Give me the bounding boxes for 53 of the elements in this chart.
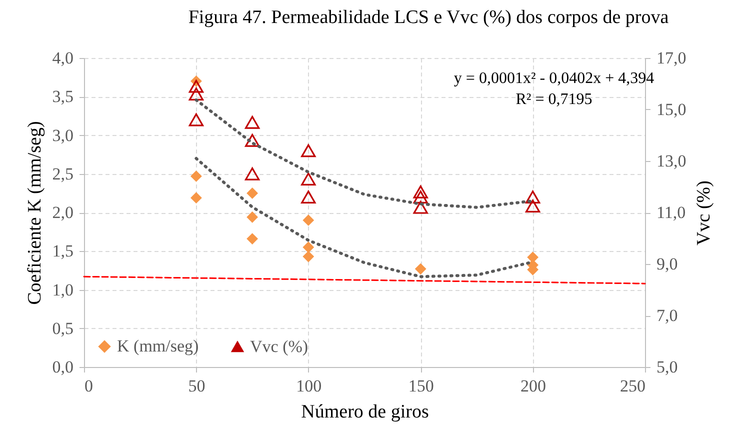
legend-label: K (mm/seg): [117, 336, 199, 356]
point: [525, 200, 540, 213]
point: [244, 134, 260, 147]
y2-tick-label: 11,0: [656, 203, 686, 222]
y-tick-label: 3,0: [52, 126, 74, 145]
point: [246, 187, 258, 199]
point: [190, 192, 202, 204]
y-tick-label: 1,0: [52, 280, 74, 300]
point: [190, 170, 202, 182]
x-axis-title: Número de giros: [301, 402, 429, 422]
point: [413, 185, 428, 198]
point: [188, 88, 204, 100]
point: [301, 172, 316, 186]
point: [188, 113, 204, 126]
point: [301, 190, 316, 204]
y2-tick-label: 13,0: [656, 152, 686, 170]
y-axis-title: Coeficiente K (mm/seg): [24, 121, 46, 305]
point: [246, 211, 258, 223]
y2-axis-title: Vvc (%): [693, 180, 714, 246]
chart-title: Figura 47. Permeabilidade LCS e Vvc (%) dos corpos de prova: [188, 7, 670, 28]
y-tick-label: 0,5: [52, 318, 74, 338]
point: [414, 263, 426, 275]
point: [302, 214, 314, 226]
x-tick-label: 100: [296, 376, 322, 396]
point: [302, 242, 314, 253]
point: [188, 80, 204, 93]
point: [301, 144, 316, 158]
point: [525, 190, 540, 204]
x-tick-label: 150: [408, 376, 434, 396]
legend-label: Vvc (%): [250, 336, 308, 356]
y2-tick-label: 9,0: [656, 254, 678, 274]
y-tick-label: 4,0: [52, 48, 74, 68]
point: [413, 190, 428, 204]
point: [244, 167, 260, 180]
point: [244, 116, 260, 129]
point: [413, 200, 428, 214]
y2-tick-label: 7,0: [656, 306, 678, 325]
y2-tick-label: 15,0: [656, 100, 686, 119]
y-tick-label: 0,0: [52, 358, 74, 376]
y2-tick-label: 17,0: [656, 48, 686, 68]
y-tick-label: 1,5: [52, 242, 74, 261]
x-tick-label: 0: [84, 376, 93, 396]
annotation: R² = 0,7195: [516, 91, 592, 108]
y-tick-label: 2,0: [52, 203, 74, 222]
y2-tick-label: 5,0: [656, 358, 678, 376]
annotation: y = 0,0001x² - 0,0402x + 4,394: [454, 70, 654, 87]
point: [246, 233, 258, 244]
point: [302, 250, 314, 262]
y-tick-label: 3,5: [52, 87, 74, 106]
x-tick-label: 250: [620, 376, 646, 396]
x-tick-label: 200: [520, 376, 546, 396]
y-tick-label: 2,5: [52, 164, 74, 184]
x-tick-label: 50: [188, 376, 206, 396]
